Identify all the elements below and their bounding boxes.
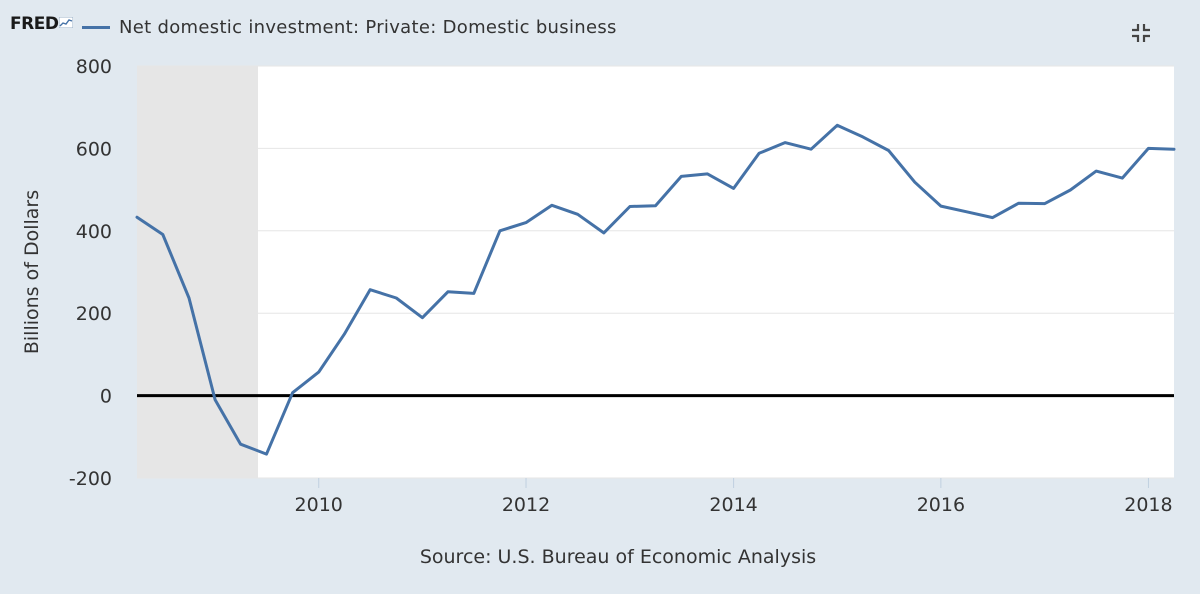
series-line [135, 123, 1176, 456]
x-tick-label: 2016 [917, 494, 965, 516]
fred-logo-graph-icon [59, 17, 74, 28]
y-tick-label: 400 [76, 221, 112, 243]
chart-header: FRED Net domestic investment: Private: D… [0, 0, 1200, 56]
line-chart: -200 0 200 400 600 800 2010 2012 2014 2016 2018 Bil… [21, 56, 1176, 516]
plot-area [137, 66, 1174, 478]
x-tick-label: 2018 [1124, 494, 1172, 516]
y-tick-label: -200 [69, 468, 112, 490]
x-tick-label: 2012 [502, 494, 550, 516]
collapse-icon[interactable] [1130, 22, 1152, 44]
y-tick-label: 600 [76, 138, 112, 160]
y-axis-label: Billions of Dollars [21, 190, 43, 354]
source-note: Source: U.S. Bureau of Economic Analysis [419, 546, 817, 568]
x-tick-label: 2014 [709, 494, 757, 516]
legend-swatch [82, 25, 110, 29]
fred-logo-text: FRED [10, 14, 59, 34]
y-tick-label: 800 [76, 56, 112, 78]
legend: Net domestic investment: Private: Domest… [82, 15, 617, 39]
y-tick-label: 200 [76, 303, 112, 325]
fred-logo[interactable]: FRED [10, 14, 74, 34]
legend-label: Net domestic investment: Private: Domest… [119, 16, 617, 38]
y-tick-label: 0 [100, 386, 112, 408]
x-tick-label: 2010 [295, 494, 343, 516]
recession-band [137, 66, 258, 478]
